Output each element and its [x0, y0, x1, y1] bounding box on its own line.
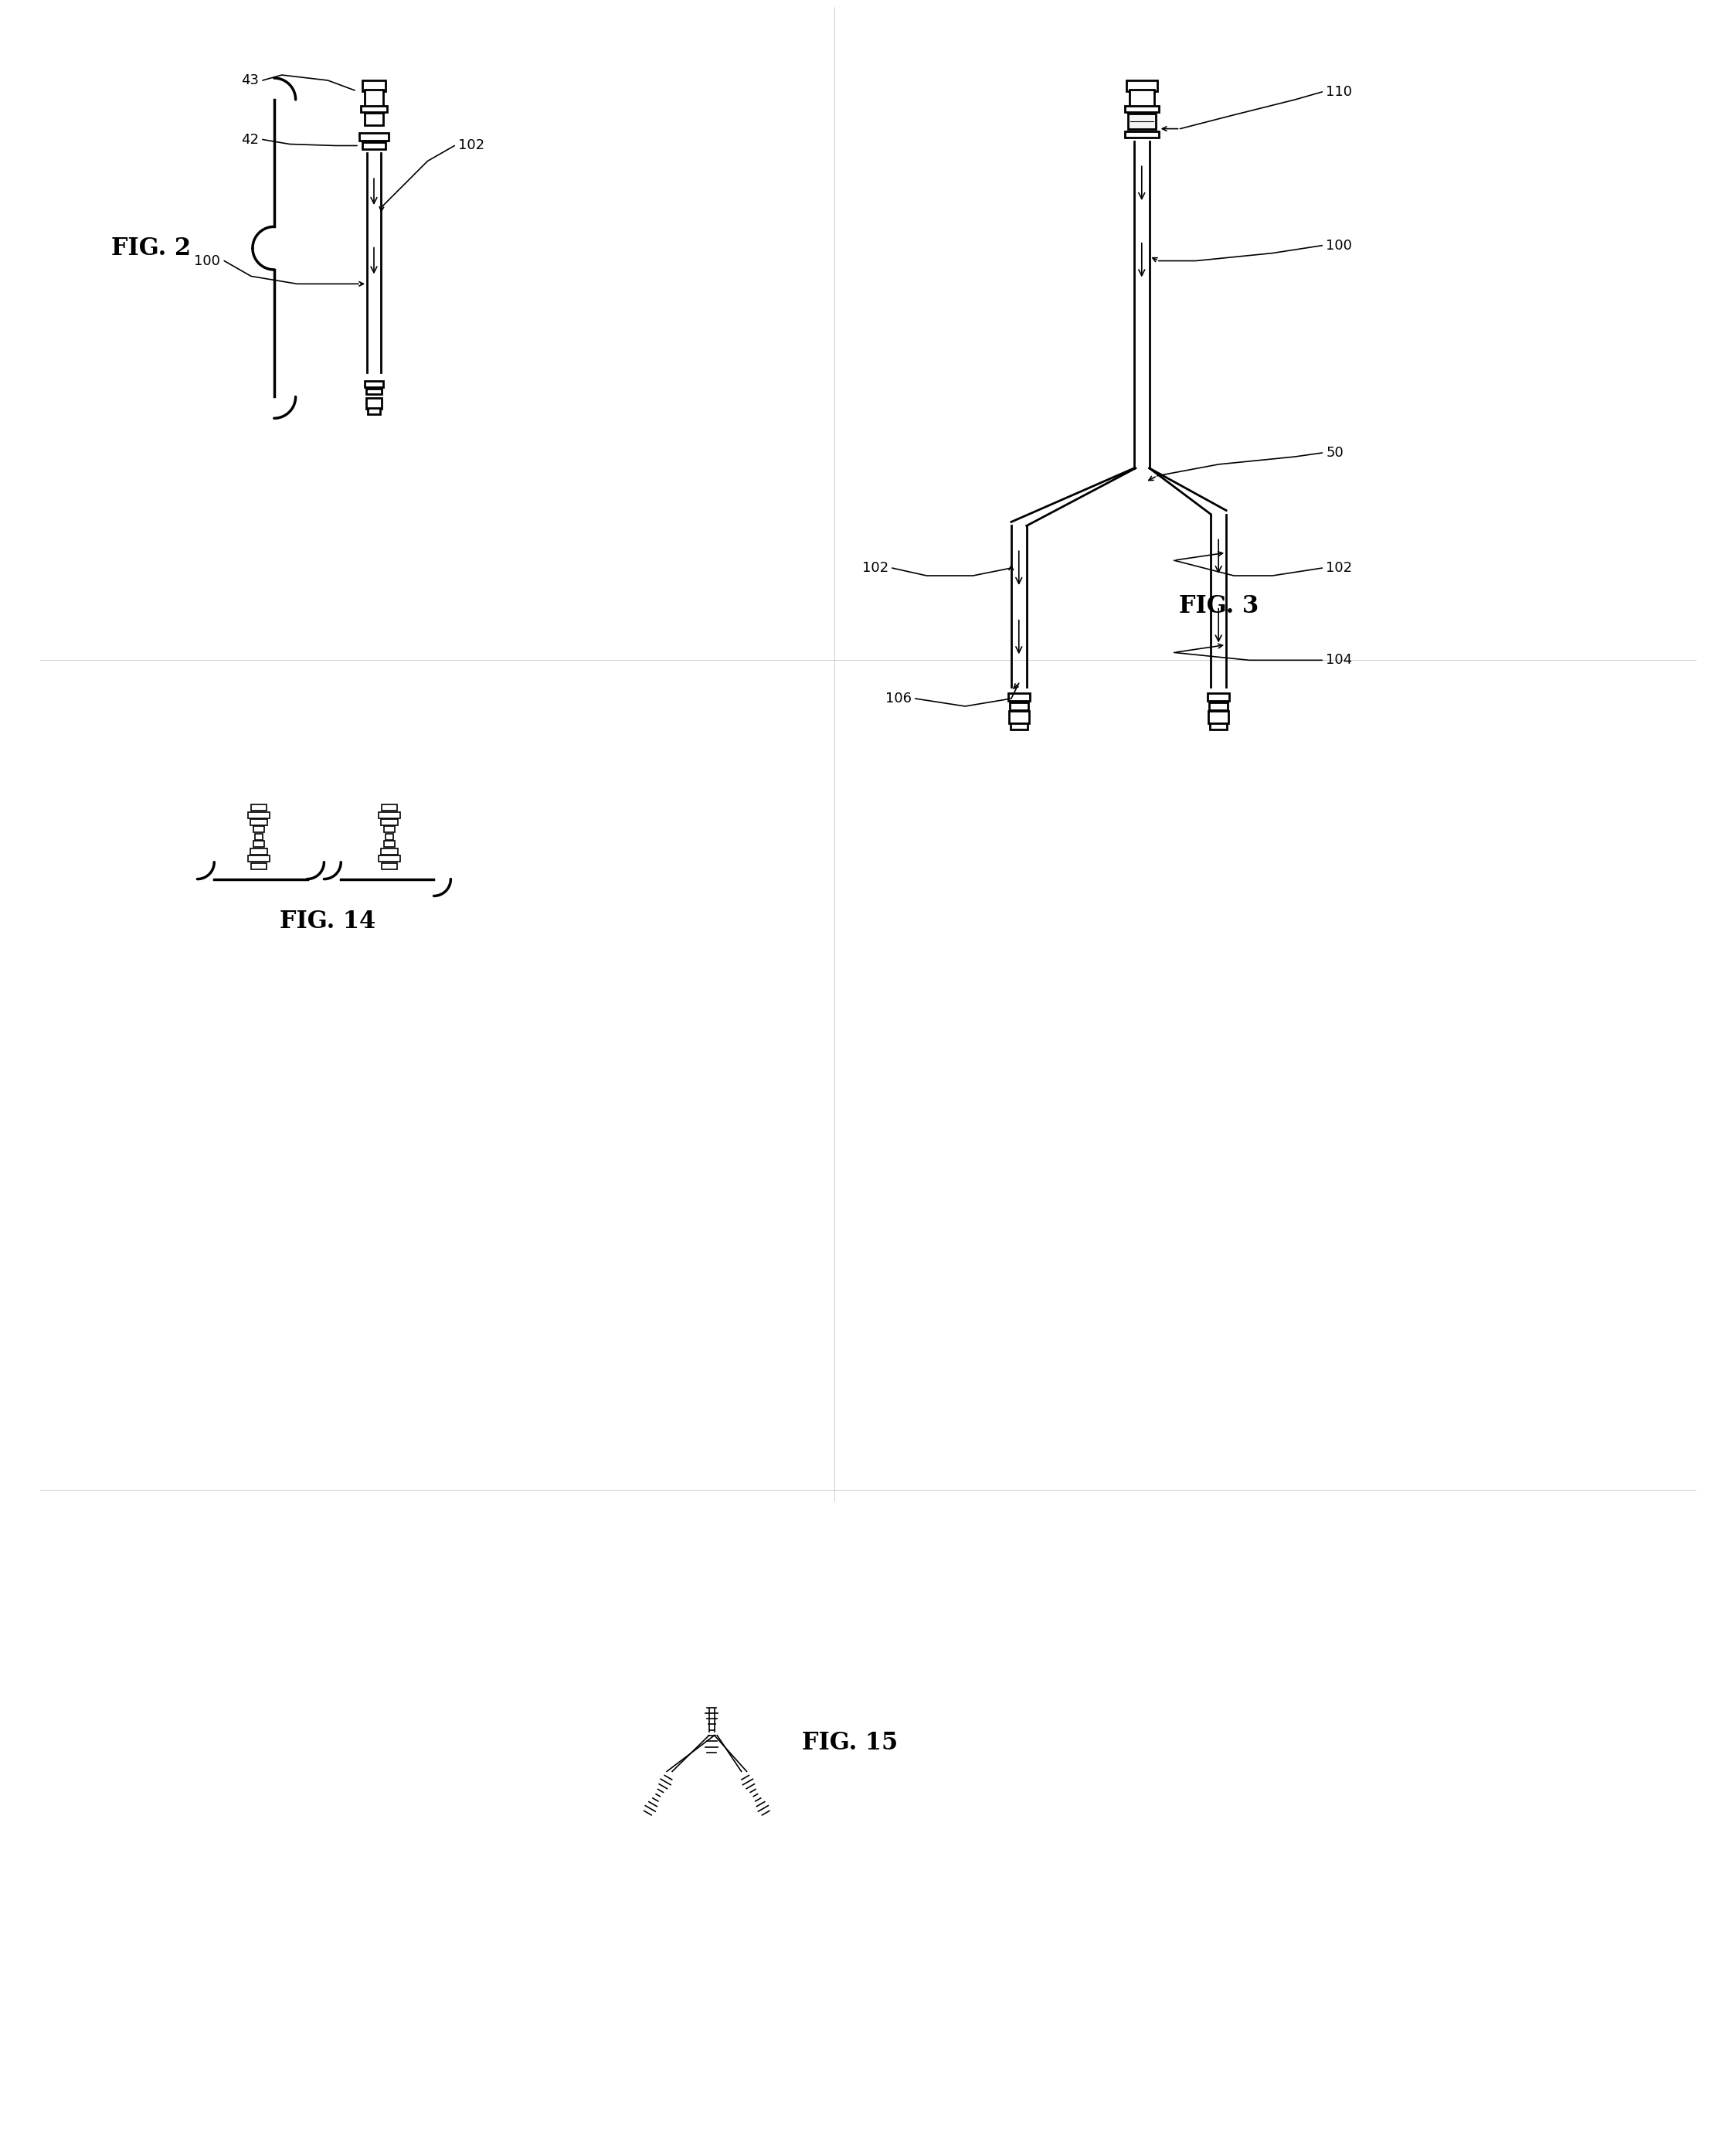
Bar — [378, 855, 399, 862]
Bar — [368, 408, 380, 415]
Bar — [1009, 711, 1029, 724]
Bar — [1010, 703, 1028, 709]
Text: 50: 50 — [1326, 445, 1344, 460]
Bar — [380, 849, 398, 855]
Bar — [252, 804, 266, 810]
Bar — [255, 834, 262, 840]
Bar — [1128, 114, 1156, 129]
Bar — [365, 112, 384, 125]
Bar — [248, 855, 269, 862]
Bar — [382, 804, 398, 810]
Text: 100: 100 — [1326, 239, 1352, 251]
Bar — [1208, 711, 1229, 724]
Text: 43: 43 — [241, 73, 259, 88]
Text: 100: 100 — [194, 254, 220, 269]
Bar — [253, 827, 264, 832]
Bar — [1210, 724, 1227, 729]
Text: 42: 42 — [241, 133, 259, 146]
Bar — [250, 849, 267, 855]
Text: 110: 110 — [1326, 86, 1352, 99]
Bar — [1125, 131, 1158, 138]
Bar — [384, 840, 394, 847]
Bar — [359, 133, 389, 140]
Bar — [384, 827, 394, 832]
Bar — [378, 812, 399, 819]
Text: 104: 104 — [1326, 653, 1352, 666]
Bar — [366, 389, 382, 395]
Bar — [1009, 694, 1029, 701]
Bar — [252, 864, 266, 868]
Bar — [248, 812, 269, 819]
Bar — [365, 90, 384, 107]
Bar — [1125, 105, 1158, 112]
Bar — [1130, 90, 1154, 107]
Bar — [365, 380, 384, 387]
Bar — [363, 142, 385, 150]
Bar — [1210, 703, 1227, 709]
Bar — [385, 834, 392, 840]
Text: 102: 102 — [458, 140, 484, 153]
Bar — [253, 840, 264, 847]
Text: FIG. 15: FIG. 15 — [802, 1732, 898, 1756]
Bar — [250, 819, 267, 825]
Bar — [363, 80, 385, 90]
Text: FIG. 3: FIG. 3 — [1179, 595, 1259, 619]
Bar — [366, 398, 382, 408]
Bar — [1208, 694, 1229, 701]
Text: 102: 102 — [1326, 561, 1352, 576]
Bar — [380, 819, 398, 825]
Bar — [1127, 80, 1158, 90]
Text: 106: 106 — [885, 692, 911, 705]
Bar — [1010, 724, 1028, 729]
Text: FIG. 14: FIG. 14 — [279, 909, 375, 933]
Text: 102: 102 — [863, 561, 889, 576]
Bar — [382, 864, 398, 868]
Bar — [361, 105, 387, 112]
Text: FIG. 2: FIG. 2 — [111, 236, 191, 260]
